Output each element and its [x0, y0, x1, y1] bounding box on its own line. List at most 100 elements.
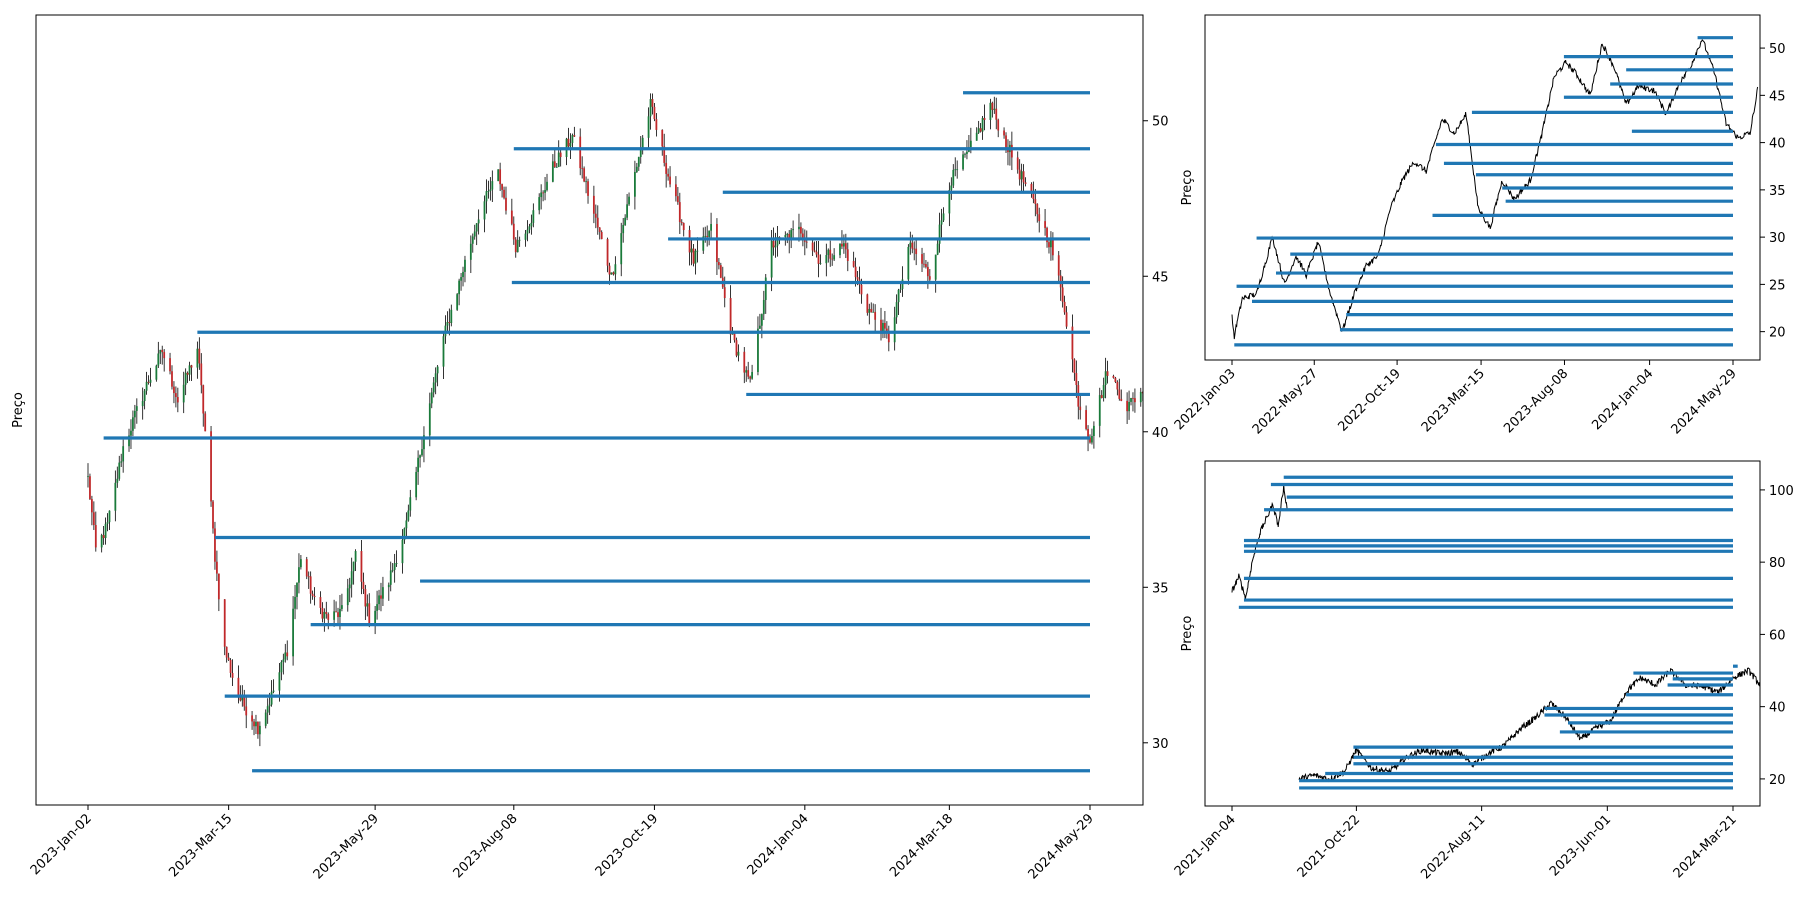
candle-body — [419, 455, 421, 458]
candle-body — [790, 230, 793, 241]
candle-body — [378, 595, 380, 605]
y-tick-label: 50 — [1769, 42, 1786, 57]
x-tick-label: 2023-May-29 — [311, 811, 382, 882]
candle-body — [784, 235, 787, 238]
candle-body — [1010, 144, 1013, 158]
candle-body — [663, 146, 666, 163]
candle-body — [544, 190, 546, 193]
candle-body — [1036, 203, 1039, 215]
candle-body — [678, 202, 681, 223]
x-tick-label: 2022-Jan-03 — [1172, 366, 1239, 433]
candle-body — [182, 384, 185, 403]
candle-body — [360, 551, 363, 582]
candle-body — [1134, 398, 1136, 403]
candle-body — [1132, 397, 1134, 399]
candle-body — [819, 263, 822, 264]
price-line — [1231, 484, 1760, 783]
candle-body — [100, 535, 103, 548]
candle-body — [622, 224, 625, 234]
candle-body — [464, 259, 466, 272]
candle-body — [866, 294, 869, 313]
x-tick-label: 2021-Jan-04 — [1172, 812, 1239, 879]
candle-body — [120, 461, 123, 463]
candle-body — [307, 576, 310, 578]
candle-body — [749, 376, 752, 379]
candle-body — [928, 276, 931, 280]
candle-body — [893, 317, 896, 343]
y-tick-label: 30 — [1769, 231, 1786, 246]
candle-body — [350, 571, 353, 585]
candle-body — [798, 226, 800, 230]
candle-body — [661, 129, 664, 147]
candle-body — [1159, 345, 1161, 351]
x-tick-label: 2022-Oct-19 — [1335, 366, 1403, 434]
candle-body — [844, 243, 847, 250]
y-tick-label: 45 — [1152, 270, 1169, 285]
candle-body — [596, 217, 599, 228]
candle-body — [395, 563, 398, 564]
candle-body — [569, 142, 572, 147]
candle-body — [456, 294, 459, 310]
candle-body — [237, 677, 240, 698]
y-axis-label: Preço — [11, 392, 26, 428]
candle-body — [446, 322, 449, 326]
candle-body — [934, 254, 937, 280]
candle-body — [176, 397, 179, 403]
candle-body — [610, 272, 613, 275]
candle-body — [1016, 157, 1019, 170]
candle-body — [159, 349, 162, 354]
candle-body — [587, 181, 589, 196]
candle-body — [612, 272, 615, 275]
candle-body — [143, 390, 146, 402]
candle-body — [680, 222, 683, 224]
candle-body — [729, 298, 732, 335]
x-tick-label: 2024-Mar-21 — [1671, 812, 1740, 881]
candle-body — [171, 371, 173, 387]
candle-body — [296, 582, 298, 597]
candle-body — [923, 263, 925, 265]
candle-body — [341, 605, 343, 609]
candle-body — [450, 309, 453, 323]
candle-body — [594, 213, 597, 218]
candle-body — [538, 197, 541, 211]
candle-body — [200, 363, 203, 386]
candle-body — [852, 260, 855, 267]
y-axis-label: Preço — [1180, 170, 1195, 206]
candle-body — [884, 322, 886, 329]
candle-body — [155, 365, 158, 380]
candle-body — [376, 604, 378, 611]
candle-body — [553, 161, 556, 167]
candle-body — [475, 223, 478, 232]
candle-body — [253, 721, 255, 727]
candle-body — [264, 712, 267, 726]
candle-body — [624, 217, 627, 225]
candle-body — [954, 169, 957, 171]
candle-body — [284, 652, 287, 660]
candle-body — [1038, 214, 1041, 222]
candle-body — [962, 154, 964, 170]
candle-body — [214, 528, 216, 562]
candle-body — [786, 233, 789, 236]
candle-body — [870, 308, 873, 313]
candle-body — [532, 210, 535, 223]
candle-body — [926, 266, 929, 277]
candle-body — [676, 196, 679, 203]
candle-body — [540, 192, 543, 198]
candle-body — [485, 191, 488, 202]
candle-body — [856, 277, 859, 280]
candle-body — [634, 171, 636, 197]
candle-body — [846, 249, 849, 261]
candle-body — [282, 659, 285, 663]
candle-body — [723, 287, 726, 299]
candle-body — [885, 328, 888, 332]
candle-body — [401, 540, 404, 564]
candle-body — [977, 128, 980, 133]
candle-body — [405, 520, 408, 529]
candle-body — [1065, 312, 1068, 327]
candle-body — [921, 254, 923, 264]
candle-body — [382, 587, 384, 599]
candle-body — [655, 119, 658, 130]
candle-body — [913, 248, 916, 250]
candle-body — [831, 258, 834, 260]
y-tick-label: 25 — [1769, 278, 1786, 293]
